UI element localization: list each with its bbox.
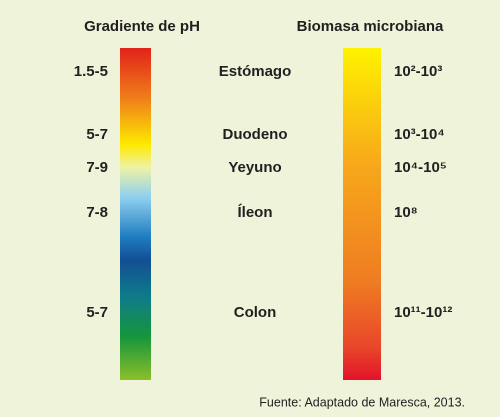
segment-label: Yeyuno (228, 159, 281, 176)
ph-title: Gradiente de pH (84, 18, 200, 35)
ph-label: 7-9 (86, 159, 108, 176)
biomass-label: 10¹¹-10¹² (394, 304, 452, 321)
biomass-gradient-bar (343, 48, 381, 380)
ph-label: 1.5-5 (74, 63, 108, 80)
source: Fuente: Adaptado de Maresca, 2013. (259, 395, 465, 409)
ph-label: 5-7 (86, 126, 108, 143)
segment-label: Colon (234, 304, 277, 321)
ph-label: 7-8 (86, 204, 108, 221)
biomass-label: 10³-10⁴ (394, 126, 445, 143)
biomass-label: 10²-10³ (394, 63, 442, 80)
biomass-title: Biomasa microbiana (297, 18, 444, 35)
segment-label: Estómago (219, 63, 292, 80)
ph-gradient-bar (120, 48, 151, 380)
ph-label: 5-7 (86, 304, 108, 321)
biomass-label: 10⁴-10⁵ (394, 159, 447, 176)
segment-label: Duodeno (223, 126, 288, 143)
segment-label: Íleon (237, 204, 272, 221)
biomass-label: 10⁸ (394, 204, 418, 221)
rows: 1.5-5 Estómago 10²-10³ 5-7 Duodeno 10³-10⁴ 7-9… (74, 63, 453, 321)
